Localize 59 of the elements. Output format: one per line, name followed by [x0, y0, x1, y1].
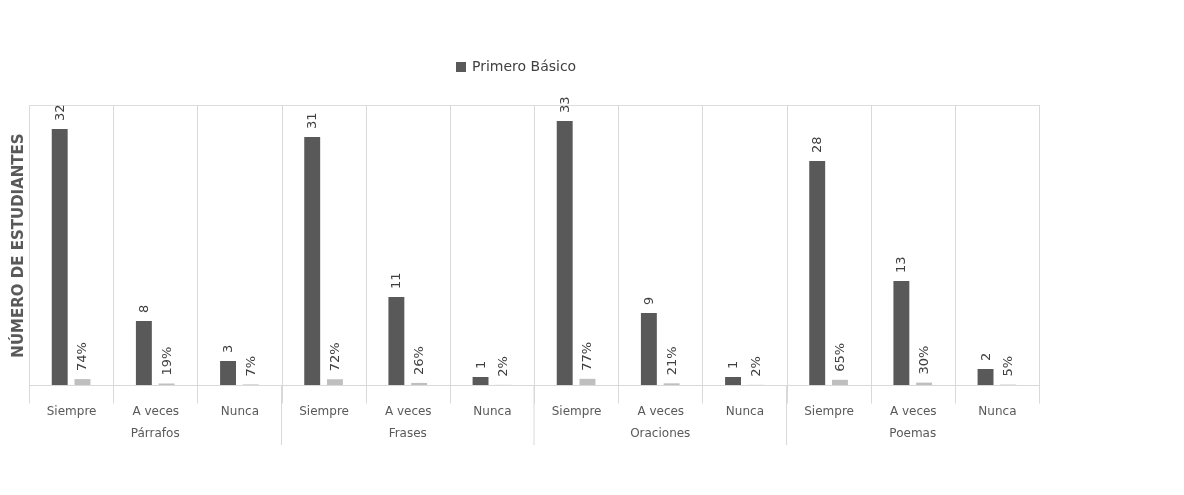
data-label: 28	[809, 136, 825, 153]
data-label: 2%	[495, 356, 511, 377]
data-label: 7%	[242, 355, 258, 377]
x-tick-label: A veces	[132, 403, 180, 418]
x-tick-label: Nunca	[725, 403, 764, 418]
data-label: 33	[556, 96, 572, 113]
x-tick-label: Siempre	[46, 403, 97, 418]
text: Frases	[388, 426, 427, 440]
data-label: 77%	[579, 341, 595, 371]
data-label: 2%	[747, 356, 763, 377]
data-label: 19%	[158, 346, 174, 376]
data-label: 8	[135, 304, 151, 313]
bar	[411, 382, 428, 385]
data-label: 26%	[411, 346, 427, 375]
bar	[135, 321, 152, 385]
data-label: 13	[893, 256, 909, 273]
bar	[977, 369, 994, 385]
y-axis-title: NÚMERO DE ESTUDIANTES	[7, 133, 27, 358]
x-tick-label: Siempre	[299, 403, 349, 418]
x-tick-label: Siempre	[551, 403, 602, 418]
bar	[809, 161, 826, 385]
bar	[893, 281, 910, 385]
data-label: 1	[472, 360, 488, 369]
data-label: 74%	[74, 342, 90, 372]
text: Párrafos	[130, 426, 180, 440]
bar	[74, 379, 91, 385]
x-tick-label: Nunca	[473, 403, 512, 418]
bar	[472, 377, 489, 385]
x-tick-label: Nunca	[220, 403, 259, 418]
data-label: 32	[51, 104, 67, 121]
bar	[220, 361, 236, 385]
bar	[556, 121, 573, 385]
data-label: 72%	[326, 342, 342, 372]
bar	[304, 137, 321, 385]
data-label: 2	[977, 352, 993, 361]
x-tick-label: Siempre	[804, 403, 854, 418]
text: Oraciones	[630, 426, 691, 440]
data-label: 65%	[831, 342, 847, 372]
data-label: 5%	[1000, 355, 1016, 377]
bar	[640, 313, 657, 385]
x-tick-label: A veces	[384, 403, 432, 418]
data-label: 21%	[663, 346, 679, 376]
bar	[51, 129, 68, 385]
x-tick-label: Nunca	[978, 403, 1017, 418]
bar	[725, 377, 741, 385]
bar	[327, 379, 343, 385]
data-label: 31	[304, 112, 320, 129]
data-label: 1	[725, 360, 741, 369]
data-label: 11	[388, 272, 404, 289]
x-tick-label: A veces	[889, 403, 937, 418]
text: Poemas	[889, 426, 937, 440]
bar	[388, 297, 405, 385]
x-tick-label: A veces	[637, 403, 685, 418]
legend-label: Primero Básico	[472, 58, 577, 74]
bar	[832, 379, 848, 385]
data-label: 30%	[916, 345, 932, 375]
bar	[579, 378, 596, 385]
data-label: 9	[640, 296, 656, 305]
data-label: 3	[220, 344, 236, 353]
